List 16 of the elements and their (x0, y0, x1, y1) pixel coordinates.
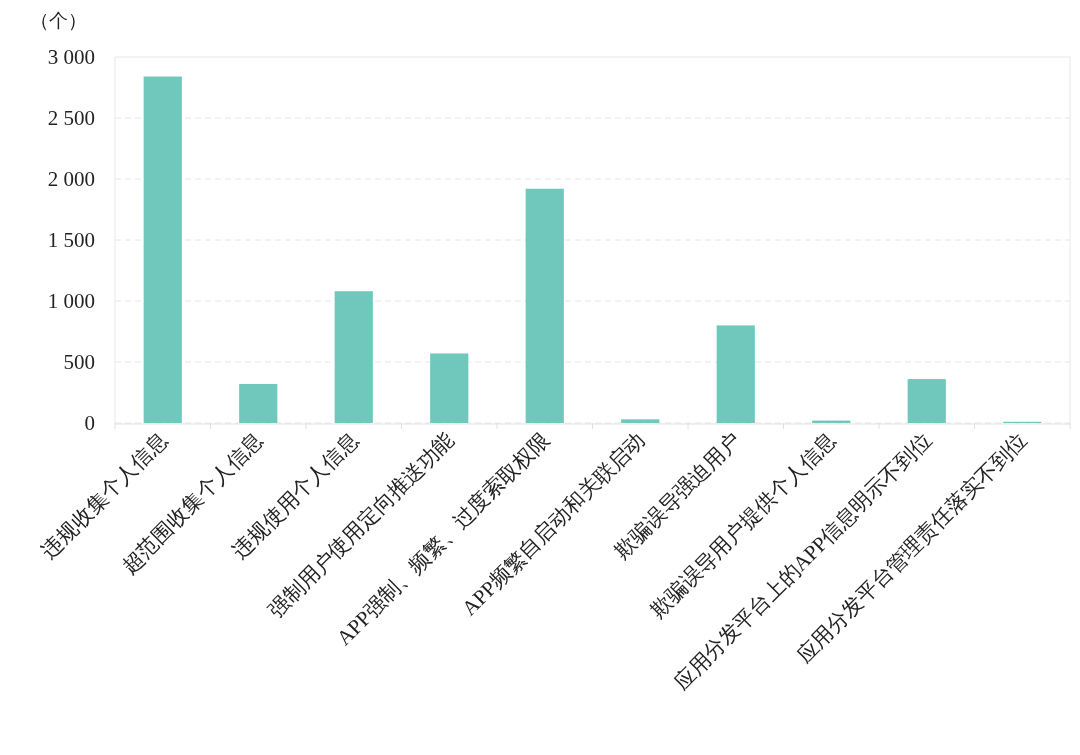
bar (430, 353, 469, 423)
y-tick-label: 2 500 (47, 106, 95, 130)
bar (334, 291, 373, 423)
bar (143, 76, 182, 423)
bar (716, 325, 755, 423)
bar (907, 379, 946, 423)
bar (621, 419, 660, 423)
bar (239, 383, 278, 423)
y-tick-label: 3 000 (47, 45, 95, 69)
y-tick-label: 1 000 (47, 289, 95, 313)
y-tick-label: 1 500 (47, 228, 95, 252)
y-tick-label: 0 (84, 411, 95, 435)
bar (525, 188, 564, 423)
y-tick-label: 500 (63, 350, 95, 374)
y-tick-label: 2 000 (47, 167, 95, 191)
y-axis-title: （个） (30, 10, 87, 31)
